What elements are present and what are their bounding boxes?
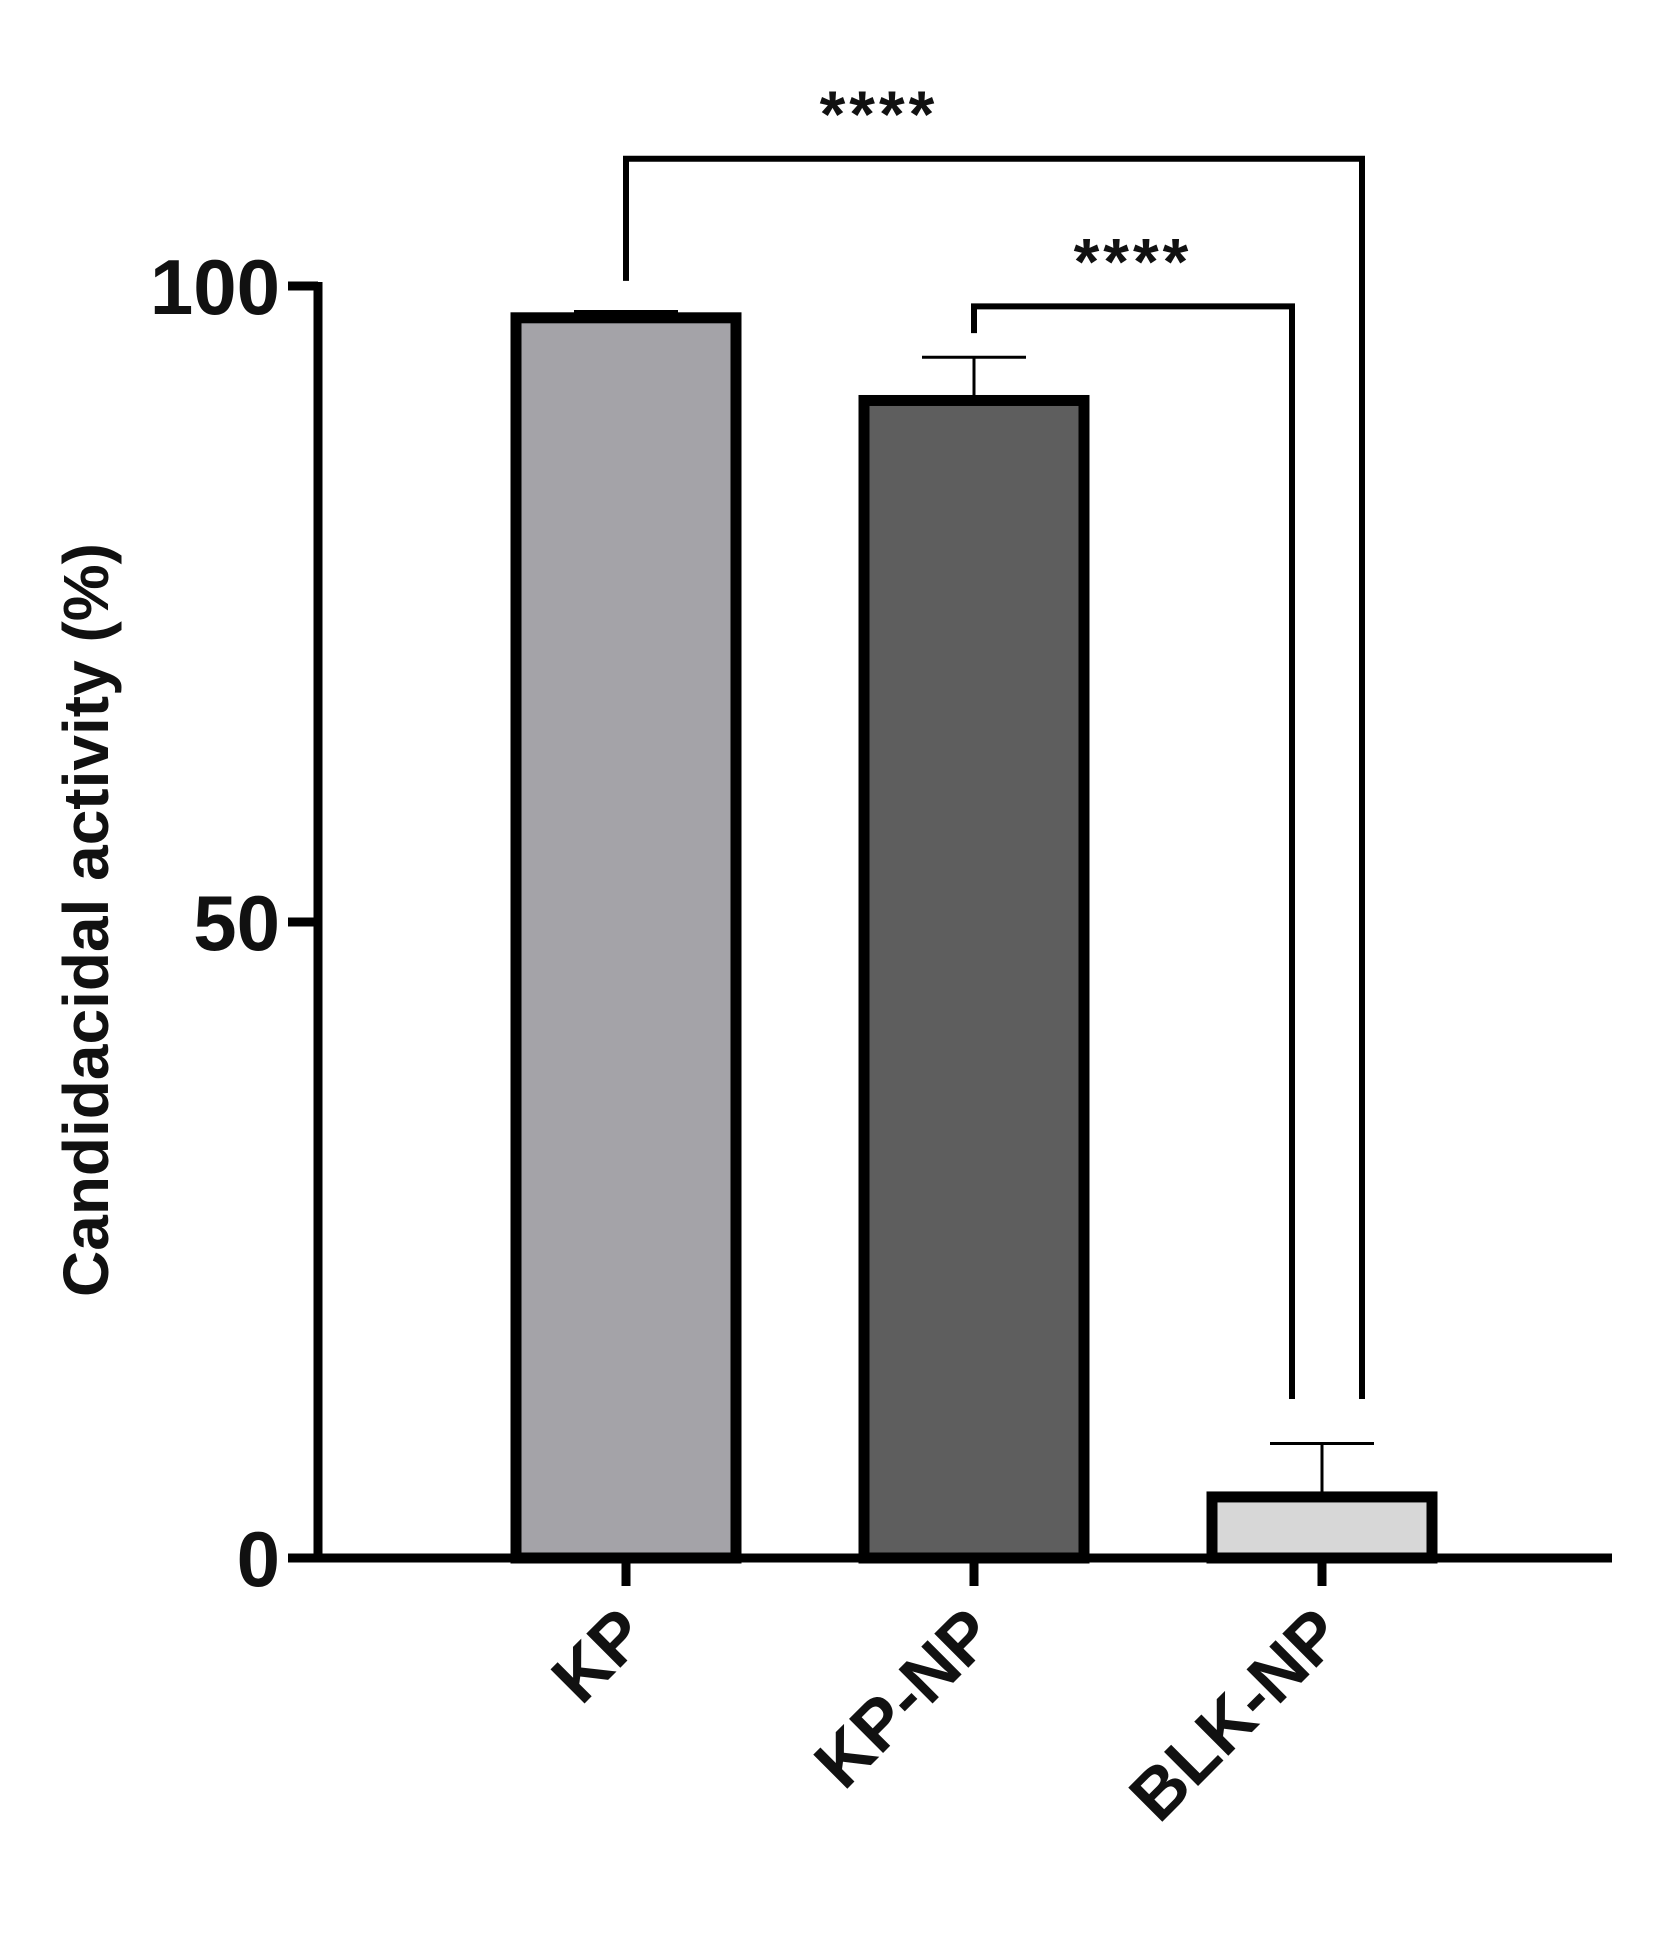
x-tick-label: BLK-NP xyxy=(1114,1593,1356,1835)
bar-kp xyxy=(510,312,742,1564)
y-tick-label: 100 xyxy=(150,243,280,331)
y-tick-label: 50 xyxy=(193,879,280,967)
error-bars-layer xyxy=(574,309,1374,1497)
bar-kp-np xyxy=(858,394,1090,1564)
significance-layer: **** **** xyxy=(623,77,1365,1399)
significance-label: **** xyxy=(1074,224,1193,298)
x-tick-label: KP-NP xyxy=(799,1593,1008,1802)
x-tick-label: KP xyxy=(537,1593,661,1717)
significance-bracket xyxy=(971,303,1295,1399)
x-ticks-layer: KP KP-NP BLK-NP xyxy=(537,1558,1357,1836)
y-tick-label: 0 xyxy=(237,1515,280,1603)
bar-blk-np xyxy=(1206,1491,1438,1564)
significance-label: **** xyxy=(820,77,939,151)
y-ticks-layer: 0 50 100 xyxy=(150,243,318,1603)
y-axis-title: Candidacidal activity (%) xyxy=(50,543,122,1297)
significance-bracket xyxy=(623,155,1365,1399)
